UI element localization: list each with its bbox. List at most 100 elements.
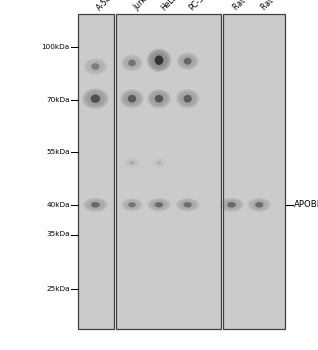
Ellipse shape: [148, 198, 170, 211]
Ellipse shape: [89, 62, 102, 71]
Ellipse shape: [248, 198, 270, 211]
Ellipse shape: [126, 159, 138, 167]
Bar: [78, 14, 114, 329]
Ellipse shape: [154, 202, 164, 208]
Ellipse shape: [186, 204, 190, 206]
Ellipse shape: [125, 58, 139, 68]
Ellipse shape: [227, 202, 236, 208]
Ellipse shape: [254, 202, 265, 208]
Ellipse shape: [124, 200, 140, 210]
Ellipse shape: [125, 201, 139, 209]
Ellipse shape: [82, 88, 109, 109]
Ellipse shape: [158, 162, 160, 163]
Ellipse shape: [92, 203, 99, 207]
Text: 25kDa: 25kDa: [46, 286, 70, 292]
Ellipse shape: [86, 200, 104, 210]
Ellipse shape: [154, 160, 164, 166]
Ellipse shape: [127, 160, 137, 166]
Ellipse shape: [251, 200, 267, 210]
Text: Jurkat: Jurkat: [132, 0, 154, 12]
Ellipse shape: [220, 198, 243, 211]
Ellipse shape: [93, 97, 97, 100]
Ellipse shape: [157, 161, 161, 164]
Ellipse shape: [256, 203, 263, 207]
Ellipse shape: [156, 161, 162, 165]
Ellipse shape: [184, 203, 191, 207]
Ellipse shape: [153, 201, 165, 208]
Ellipse shape: [156, 96, 162, 101]
Ellipse shape: [152, 93, 166, 105]
Ellipse shape: [128, 60, 136, 66]
Ellipse shape: [147, 89, 171, 108]
Ellipse shape: [179, 92, 196, 105]
Text: 70kDa: 70kDa: [46, 97, 70, 103]
Ellipse shape: [122, 56, 142, 70]
Ellipse shape: [177, 199, 198, 210]
Ellipse shape: [180, 93, 195, 105]
Ellipse shape: [90, 63, 101, 70]
Ellipse shape: [124, 158, 140, 168]
Ellipse shape: [129, 97, 135, 101]
Ellipse shape: [87, 92, 104, 105]
Ellipse shape: [128, 202, 136, 207]
Ellipse shape: [122, 55, 142, 71]
Ellipse shape: [176, 52, 199, 70]
Text: 100kDa: 100kDa: [42, 44, 70, 50]
Ellipse shape: [223, 200, 240, 210]
Ellipse shape: [129, 61, 135, 65]
Ellipse shape: [130, 161, 134, 164]
Ellipse shape: [128, 161, 135, 165]
Ellipse shape: [91, 63, 100, 70]
Ellipse shape: [227, 202, 236, 208]
Ellipse shape: [123, 57, 141, 69]
Ellipse shape: [128, 61, 135, 65]
Ellipse shape: [90, 95, 100, 103]
Ellipse shape: [83, 58, 107, 75]
Ellipse shape: [149, 51, 169, 69]
Ellipse shape: [129, 203, 135, 206]
Ellipse shape: [157, 58, 161, 62]
Ellipse shape: [153, 159, 165, 167]
Ellipse shape: [151, 158, 167, 168]
Ellipse shape: [149, 50, 169, 70]
Ellipse shape: [128, 160, 136, 166]
Ellipse shape: [182, 202, 193, 208]
Ellipse shape: [93, 204, 97, 206]
Bar: [116, 14, 221, 329]
Ellipse shape: [149, 91, 169, 107]
Ellipse shape: [121, 198, 143, 211]
Ellipse shape: [125, 158, 139, 167]
Ellipse shape: [85, 91, 106, 107]
Ellipse shape: [186, 97, 190, 100]
Ellipse shape: [121, 55, 143, 71]
Ellipse shape: [176, 89, 200, 108]
Ellipse shape: [126, 93, 138, 104]
Ellipse shape: [155, 95, 163, 103]
Ellipse shape: [148, 49, 170, 71]
Ellipse shape: [156, 57, 162, 63]
Text: Rat spleen: Rat spleen: [259, 0, 294, 12]
Ellipse shape: [126, 201, 138, 208]
Ellipse shape: [179, 200, 196, 209]
Ellipse shape: [156, 203, 162, 207]
Ellipse shape: [153, 159, 165, 167]
Ellipse shape: [124, 57, 140, 69]
Ellipse shape: [130, 62, 134, 64]
Ellipse shape: [255, 202, 263, 208]
Text: APOBEC3G: APOBEC3G: [294, 200, 318, 209]
Ellipse shape: [155, 55, 163, 65]
Ellipse shape: [129, 203, 135, 206]
Text: HeLa: HeLa: [159, 0, 179, 12]
Ellipse shape: [177, 53, 198, 69]
Ellipse shape: [93, 65, 97, 68]
Ellipse shape: [177, 91, 198, 107]
Ellipse shape: [154, 56, 164, 65]
Ellipse shape: [185, 97, 190, 101]
Text: 40kDa: 40kDa: [46, 202, 70, 208]
Ellipse shape: [225, 201, 238, 209]
Ellipse shape: [147, 198, 171, 211]
Ellipse shape: [228, 203, 235, 207]
Ellipse shape: [157, 97, 161, 100]
Text: PC-3: PC-3: [188, 0, 206, 12]
Ellipse shape: [182, 94, 193, 103]
